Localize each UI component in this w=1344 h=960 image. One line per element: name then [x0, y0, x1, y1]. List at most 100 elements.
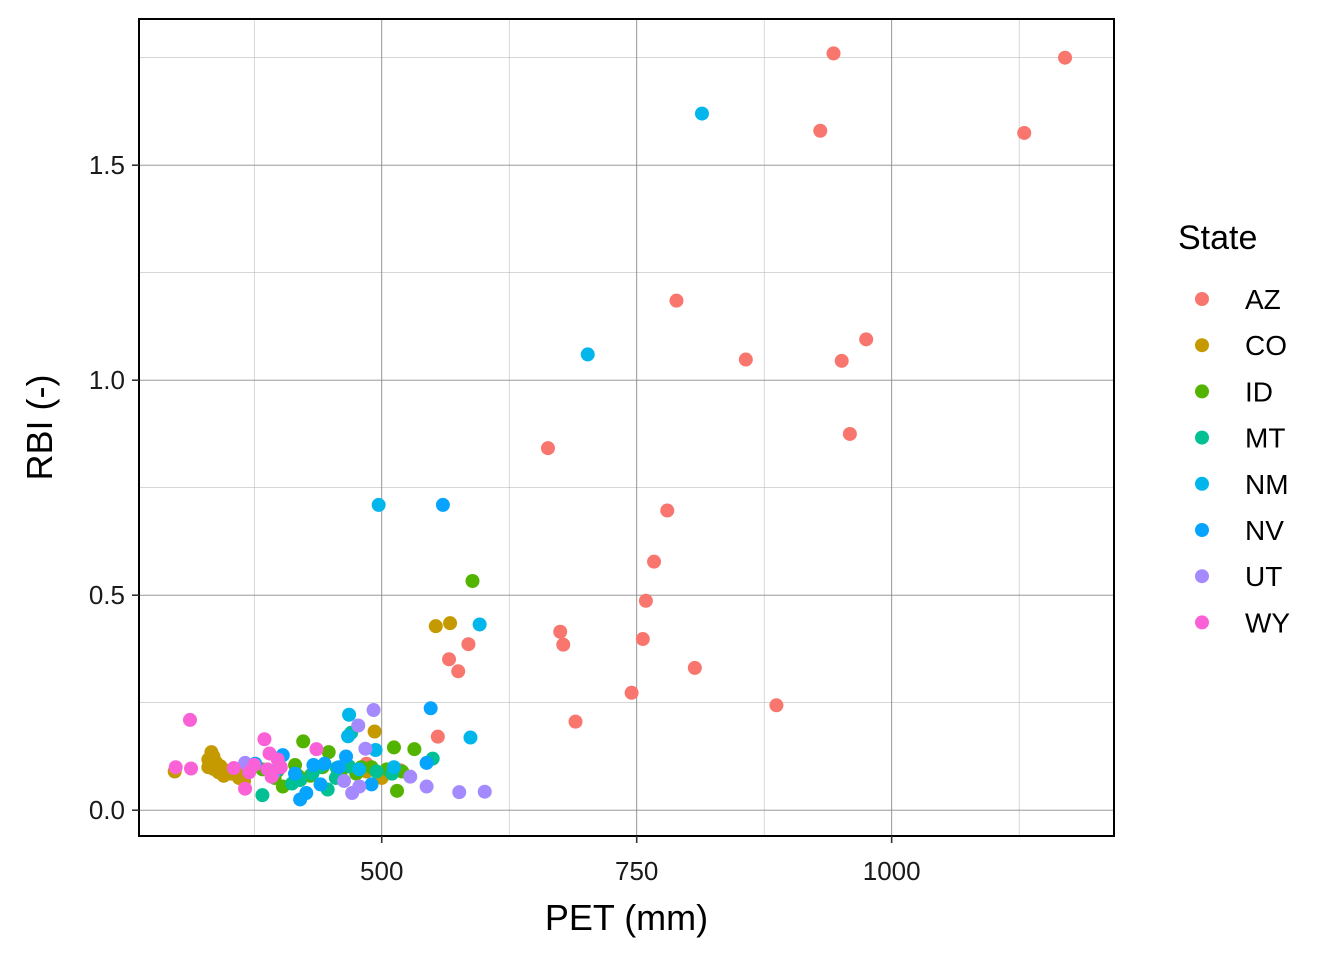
data-point-nv	[331, 760, 346, 775]
data-point-wy	[264, 769, 279, 784]
data-point-az	[635, 632, 650, 647]
data-point-az	[826, 46, 841, 61]
data-point-nm	[386, 760, 401, 775]
legend-label-az: AZ	[1245, 284, 1281, 315]
legend-label-co: CO	[1245, 330, 1287, 361]
data-point-az	[660, 503, 675, 518]
data-point-nm	[341, 729, 356, 744]
data-point-az	[769, 698, 784, 713]
data-point-id	[465, 574, 480, 589]
data-point-ut	[403, 769, 418, 784]
data-point-co	[216, 768, 231, 783]
data-point-nv	[306, 758, 321, 773]
data-point-wy	[182, 712, 197, 727]
data-point-az	[540, 441, 555, 456]
data-point-wy	[168, 760, 183, 775]
data-point-nv	[339, 749, 354, 764]
data-point-az	[553, 624, 568, 639]
legend-key-nv	[1195, 523, 1209, 537]
data-point-ut	[477, 784, 492, 799]
data-point-az	[669, 293, 684, 308]
data-point-nv	[288, 766, 303, 781]
data-point-az	[738, 352, 753, 367]
data-point-wy	[257, 732, 272, 747]
data-point-nv	[423, 701, 438, 716]
legend-key-nm	[1195, 476, 1209, 491]
data-point-id	[390, 783, 405, 798]
data-point-nm	[368, 743, 383, 757]
data-point-co	[367, 724, 382, 739]
legend-key-id	[1195, 384, 1209, 399]
y-axis-ticks: 0.0 0.5 1.0 1.5	[89, 150, 139, 825]
data-point-nv	[419, 755, 434, 770]
y-tick-label: 1.5	[89, 150, 125, 180]
data-point-az	[442, 652, 457, 667]
legend-label-nv: NV	[1245, 515, 1284, 546]
legend-key-mt	[1195, 430, 1209, 445]
data-point-ut	[452, 785, 467, 800]
x-tick-label: 750	[615, 856, 658, 886]
data-point-ut	[358, 741, 373, 756]
data-point-nm	[580, 347, 595, 362]
legend-label-ut: UT	[1245, 561, 1282, 592]
y-tick-label: 0.0	[89, 795, 125, 825]
x-axis-ticks: 500 750 1000	[360, 836, 921, 886]
data-point-mt	[369, 764, 384, 779]
data-point-co	[428, 619, 443, 634]
data-point-nm	[342, 707, 357, 722]
data-point-co	[201, 760, 216, 775]
data-point-nm	[463, 730, 478, 745]
data-point-mt	[255, 788, 270, 803]
data-point-az	[624, 685, 639, 700]
data-point-wy	[309, 742, 324, 757]
grid-lines	[139, 19, 1114, 836]
y-axis-title: RBI (-)	[19, 375, 60, 481]
data-point-ut	[419, 779, 434, 794]
data-point-az	[859, 332, 874, 347]
legend-label-id: ID	[1245, 376, 1273, 407]
data-point-nm	[472, 617, 487, 632]
data-point-id	[296, 734, 311, 749]
legend-key-co	[1195, 338, 1209, 353]
data-point-az	[461, 637, 476, 652]
x-tick-label: 1000	[863, 856, 921, 886]
data-point-az	[1017, 125, 1032, 140]
data-point-nm	[371, 497, 386, 512]
data-points	[167, 46, 1073, 807]
legend-key-az	[1195, 292, 1209, 306]
x-axis-title: PET (mm)	[545, 897, 708, 938]
data-point-wy	[238, 781, 253, 796]
data-point-az	[451, 664, 466, 679]
legend-label-mt: MT	[1245, 423, 1285, 454]
data-point-az	[638, 593, 653, 608]
data-point-ut	[366, 703, 381, 718]
data-point-id	[386, 740, 401, 755]
data-point-az	[1058, 50, 1073, 65]
data-point-ut	[336, 773, 351, 788]
data-point-wy	[273, 760, 288, 775]
data-point-az	[647, 554, 662, 569]
data-point-az	[568, 714, 583, 729]
data-point-ut	[351, 718, 366, 733]
legend-label-wy: WY	[1245, 607, 1290, 638]
y-tick-label: 0.5	[89, 580, 125, 610]
data-point-co	[443, 616, 458, 631]
data-point-az	[842, 426, 857, 441]
x-tick-label: 500	[360, 856, 403, 886]
data-point-az	[430, 729, 445, 744]
data-point-az	[687, 660, 702, 675]
data-point-nv	[317, 756, 332, 771]
data-point-az	[813, 123, 828, 138]
plot-panel-border	[138, 18, 1115, 837]
data-point-ut	[352, 779, 367, 794]
data-point-id	[407, 742, 422, 757]
data-point-wy	[247, 758, 262, 773]
data-point-nv	[435, 497, 450, 512]
data-point-nv	[313, 777, 328, 792]
legend-key-ut	[1195, 569, 1209, 584]
legend-key-wy	[1195, 615, 1209, 630]
data-point-nm	[694, 106, 709, 121]
data-point-wy	[184, 761, 199, 776]
legend-label-nm: NM	[1245, 469, 1289, 500]
